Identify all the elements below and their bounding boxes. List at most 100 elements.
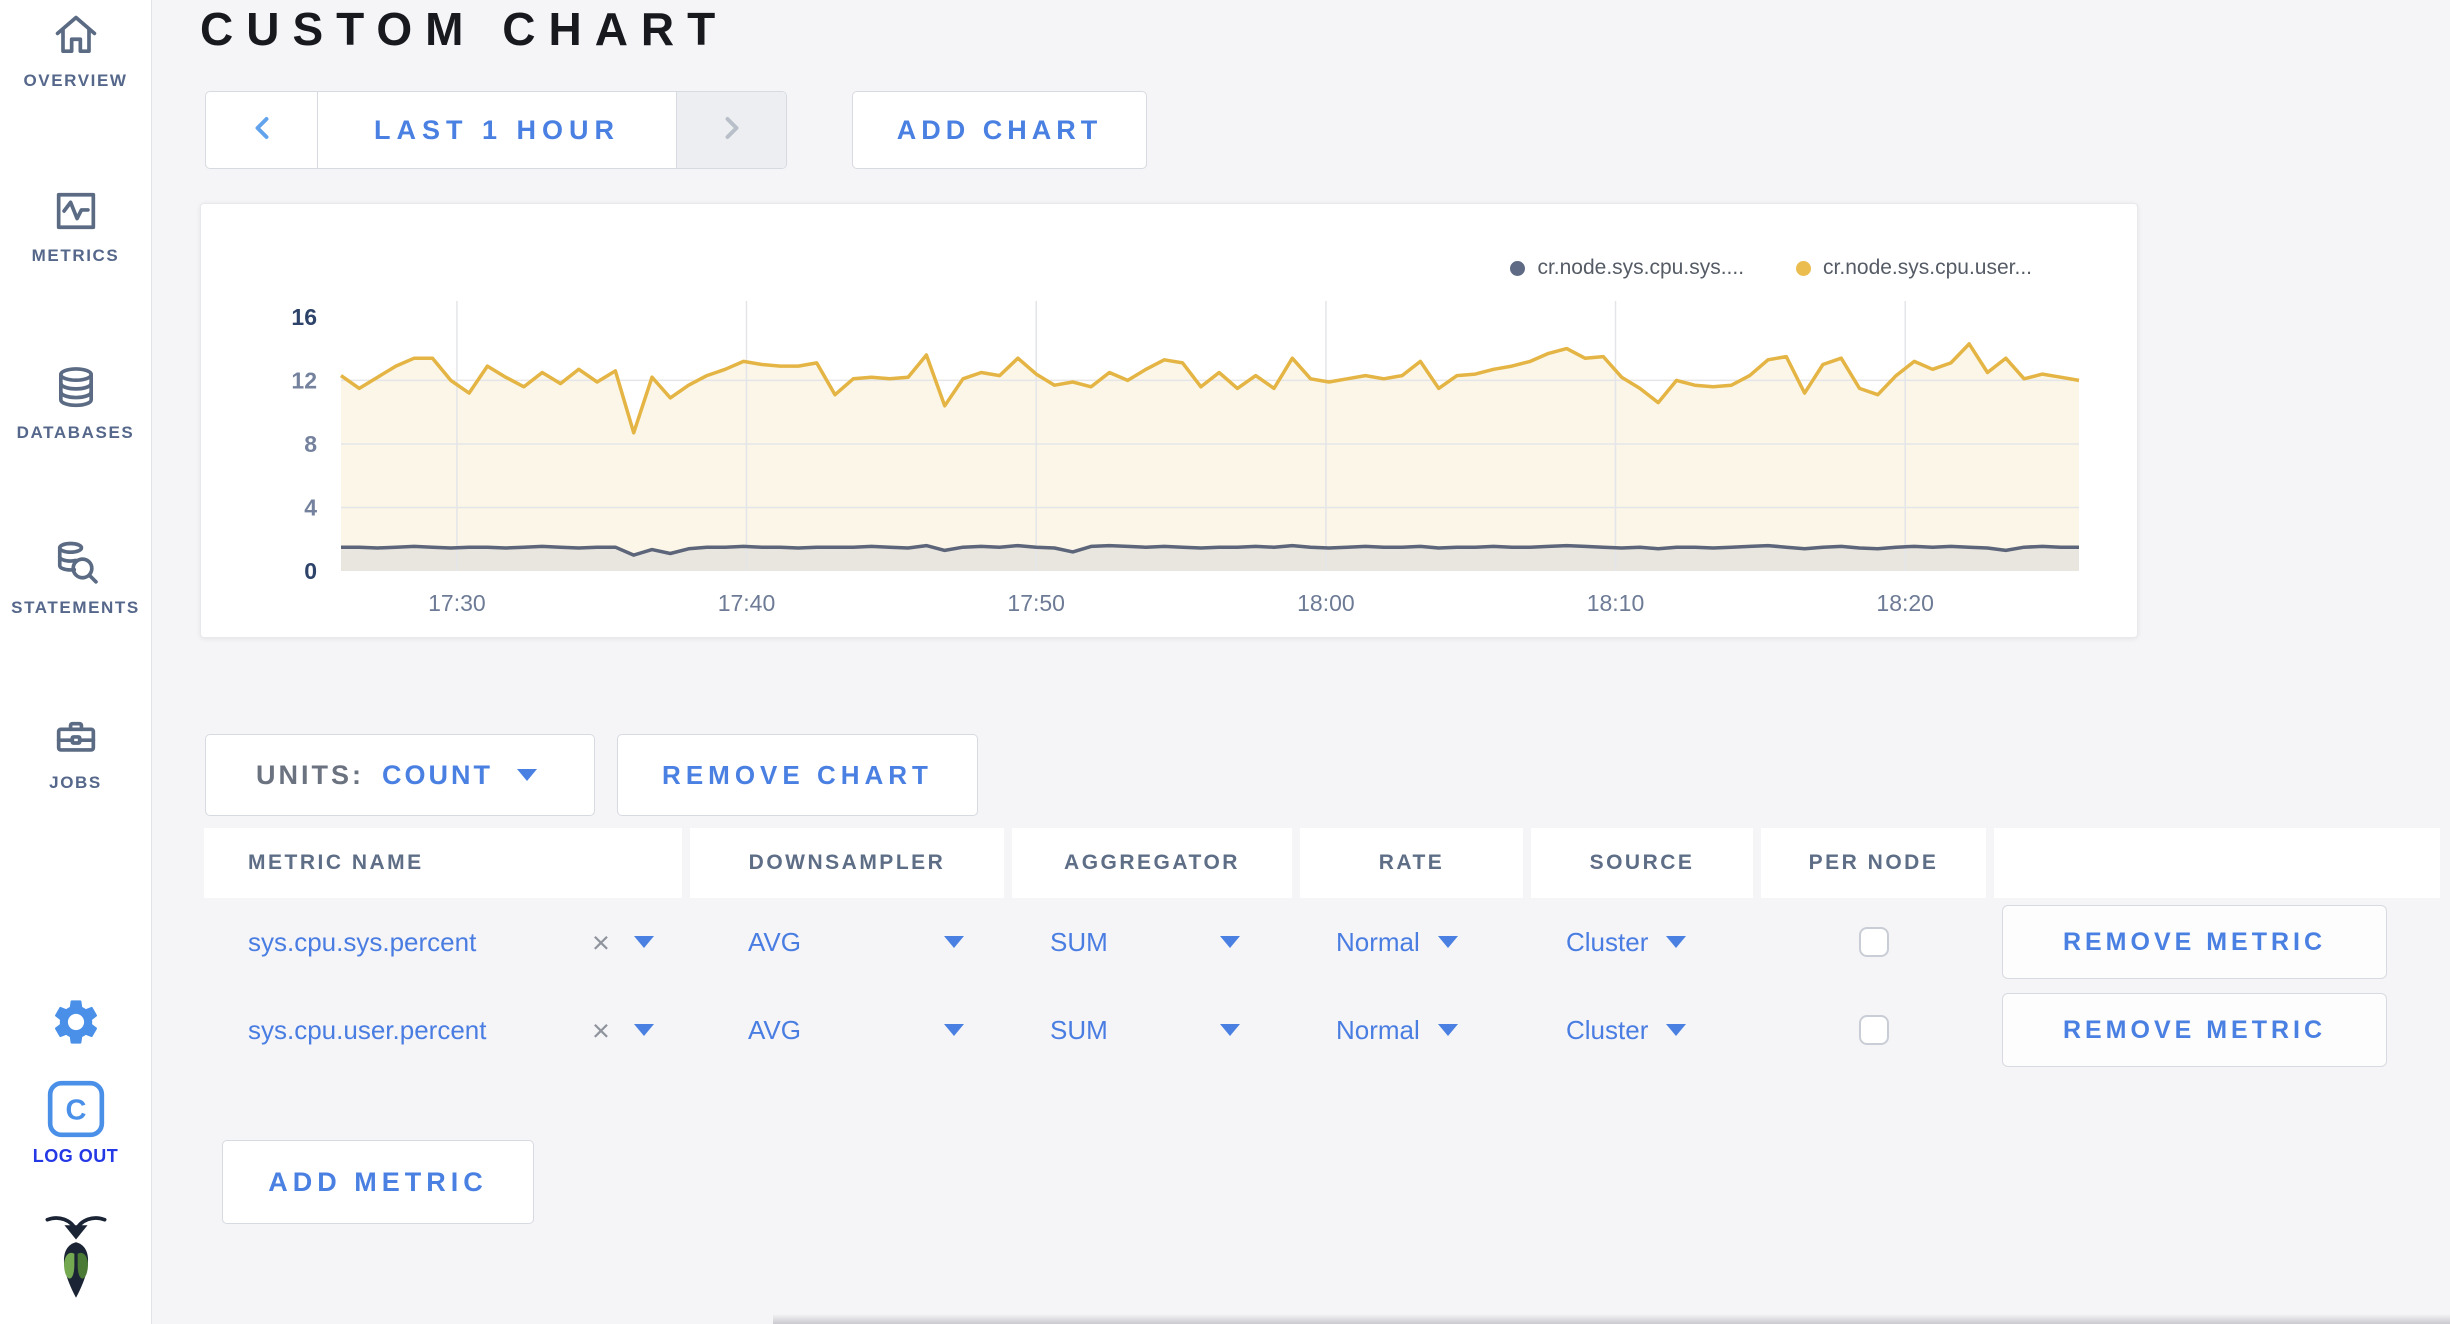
legend-label-user: cr.node.sys.cpu.user... bbox=[1823, 256, 2032, 279]
statements-icon bbox=[50, 537, 102, 589]
chart-legend: cr.node.sys.cpu.sys.... cr.node.sys.cpu.… bbox=[1510, 256, 2032, 280]
chevron-down-icon bbox=[517, 769, 537, 781]
source-value: Cluster bbox=[1566, 1014, 1649, 1045]
logout-button[interactable]: C LOG OUT bbox=[0, 1078, 151, 1167]
metric-name-value[interactable]: sys.cpu.user.percent bbox=[248, 1014, 487, 1045]
clear-metric-icon[interactable]: × bbox=[591, 924, 610, 960]
page-title: CUSTOM CHART bbox=[200, 3, 729, 55]
database-icon bbox=[50, 362, 102, 414]
per-node-checkbox[interactable] bbox=[1858, 1015, 1889, 1045]
svg-text:18:10: 18:10 bbox=[1587, 590, 1645, 616]
metric-name-value[interactable]: sys.cpu.sys.percent bbox=[248, 926, 477, 957]
clear-metric-icon[interactable]: × bbox=[591, 1012, 610, 1048]
timeseries-chart: 16 12 8 4 0 17:30 17:40 17:50 18:00 18:10 18:20 bbox=[291, 301, 2080, 616]
column-header-downsampler: DOWNSAMPLER bbox=[690, 828, 1004, 898]
sidebar-item-label: DATABASES bbox=[16, 423, 135, 442]
remove-chart-button[interactable]: REMOVE CHART bbox=[617, 734, 978, 816]
metric-name-cell: sys.cpu.user.percent × bbox=[204, 986, 682, 1074]
sidebar-item-databases[interactable]: DATABASES bbox=[0, 362, 151, 443]
chevron-down-icon bbox=[944, 1024, 964, 1036]
column-header-actions bbox=[1994, 828, 2440, 898]
chevron-left-icon bbox=[252, 116, 272, 145]
add-metric-button[interactable]: ADD METRIC bbox=[222, 1140, 534, 1224]
units-label: UNITS: bbox=[256, 759, 364, 790]
svg-text:12: 12 bbox=[291, 367, 317, 393]
aggregator-select[interactable]: SUM bbox=[1012, 986, 1292, 1074]
table-row: sys.cpu.user.percent × AVG SUM Normal Cl… bbox=[204, 986, 2440, 1074]
per-node-checkbox[interactable] bbox=[1858, 927, 1889, 957]
chevron-down-icon[interactable] bbox=[634, 1024, 654, 1036]
time-range-value[interactable]: LAST 1 HOUR bbox=[373, 114, 620, 145]
svg-text:8: 8 bbox=[304, 431, 317, 457]
settings-button[interactable] bbox=[0, 995, 151, 1049]
source-select[interactable]: Cluster bbox=[1531, 898, 1753, 986]
rate-select[interactable]: Normal bbox=[1300, 986, 1523, 1074]
home-icon bbox=[50, 10, 102, 62]
main-content: CUSTOM CHART LAST 1 HOUR ADD CHART cr.no… bbox=[153, 0, 2450, 1324]
add-chart-button[interactable]: ADD CHART bbox=[852, 91, 1147, 169]
source-select[interactable]: Cluster bbox=[1531, 986, 1753, 1074]
sidebar-item-metrics[interactable]: METRICS bbox=[0, 185, 151, 266]
rate-value: Normal bbox=[1336, 1014, 1420, 1045]
svg-text:18:20: 18:20 bbox=[1876, 590, 1934, 616]
svg-text:16: 16 bbox=[291, 304, 317, 330]
downsampler-value: AVG bbox=[748, 1014, 801, 1045]
chevron-down-icon bbox=[1666, 936, 1687, 948]
metric-combobox-controls: × bbox=[592, 927, 682, 958]
units-dropdown[interactable]: UNITS: COUNT bbox=[205, 734, 595, 816]
chevron-down-icon[interactable] bbox=[634, 936, 654, 948]
remove-metric-button[interactable]: REMOVE METRIC bbox=[2002, 993, 2387, 1067]
chevron-down-icon bbox=[944, 936, 964, 948]
sidebar: OVERVIEW METRICS DATABASES bbox=[0, 0, 152, 1324]
metrics-icon bbox=[50, 185, 102, 237]
svg-text:18:00: 18:00 bbox=[1297, 590, 1355, 616]
downsampler-select[interactable]: AVG bbox=[690, 986, 1004, 1074]
sidebar-item-label: JOBS bbox=[49, 773, 102, 792]
per-node-cell bbox=[1761, 898, 1986, 986]
metric-name-cell: sys.cpu.sys.percent × bbox=[204, 898, 682, 986]
column-header-source: SOURCE bbox=[1531, 828, 1753, 898]
sidebar-item-label: STATEMENTS bbox=[11, 598, 140, 617]
sidebar-item-label: METRICS bbox=[31, 246, 120, 265]
downsampler-select[interactable]: AVG bbox=[690, 898, 1004, 986]
aggregator-value: SUM bbox=[1050, 1014, 1108, 1045]
time-range-next-button[interactable] bbox=[676, 92, 786, 168]
aggregator-value: SUM bbox=[1050, 926, 1108, 957]
toolbar: LAST 1 HOUR ADD CHART bbox=[205, 91, 1147, 169]
sidebar-item-jobs[interactable]: JOBS bbox=[0, 712, 151, 793]
per-node-cell bbox=[1761, 986, 1986, 1074]
source-value: Cluster bbox=[1566, 926, 1649, 957]
sidebar-item-overview[interactable]: OVERVIEW bbox=[0, 10, 151, 91]
svg-text:17:30: 17:30 bbox=[428, 590, 486, 616]
units-value: COUNT bbox=[382, 759, 493, 790]
svg-text:C: C bbox=[65, 1094, 86, 1126]
logout-label: LOG OUT bbox=[32, 1146, 119, 1166]
legend-item-user: cr.node.sys.cpu.user... bbox=[1796, 256, 2032, 280]
actions-cell: REMOVE METRIC bbox=[1994, 898, 2440, 986]
svg-text:4: 4 bbox=[304, 494, 317, 520]
svg-text:17:40: 17:40 bbox=[718, 590, 776, 616]
chevron-down-icon bbox=[1437, 1024, 1458, 1036]
svg-text:0: 0 bbox=[304, 558, 317, 584]
chevron-down-icon bbox=[1666, 1024, 1687, 1036]
cockroachdb-logo[interactable] bbox=[0, 1212, 151, 1300]
metrics-table: METRIC NAME DOWNSAMPLER AGGREGATOR RATE … bbox=[204, 828, 2440, 1074]
column-header-rate: RATE bbox=[1300, 828, 1523, 898]
column-header-per-node: PER NODE bbox=[1761, 828, 1986, 898]
metric-combobox-controls: × bbox=[592, 1015, 682, 1046]
table-header-row: METRIC NAME DOWNSAMPLER AGGREGATOR RATE … bbox=[204, 828, 2440, 898]
legend-label-sys: cr.node.sys.cpu.sys.... bbox=[1537, 256, 1745, 279]
column-header-metric-name: METRIC NAME bbox=[204, 828, 682, 898]
scroll-edge-shadow bbox=[773, 1314, 2450, 1324]
logout-c-icon: C bbox=[45, 1078, 107, 1140]
aggregator-select[interactable]: SUM bbox=[1012, 898, 1292, 986]
time-range-prev-button[interactable] bbox=[206, 92, 318, 168]
remove-metric-button[interactable]: REMOVE METRIC bbox=[2002, 905, 2387, 979]
chevron-down-icon bbox=[1437, 936, 1458, 948]
legend-dot-user bbox=[1796, 260, 1812, 276]
rate-select[interactable]: Normal bbox=[1300, 898, 1523, 986]
sidebar-item-statements[interactable]: STATEMENTS bbox=[0, 537, 151, 618]
legend-item-sys: cr.node.sys.cpu.sys.... bbox=[1510, 256, 1744, 280]
legend-dot-sys bbox=[1510, 260, 1526, 276]
table-row: sys.cpu.sys.percent × AVG SUM Normal Clu… bbox=[204, 898, 2440, 986]
